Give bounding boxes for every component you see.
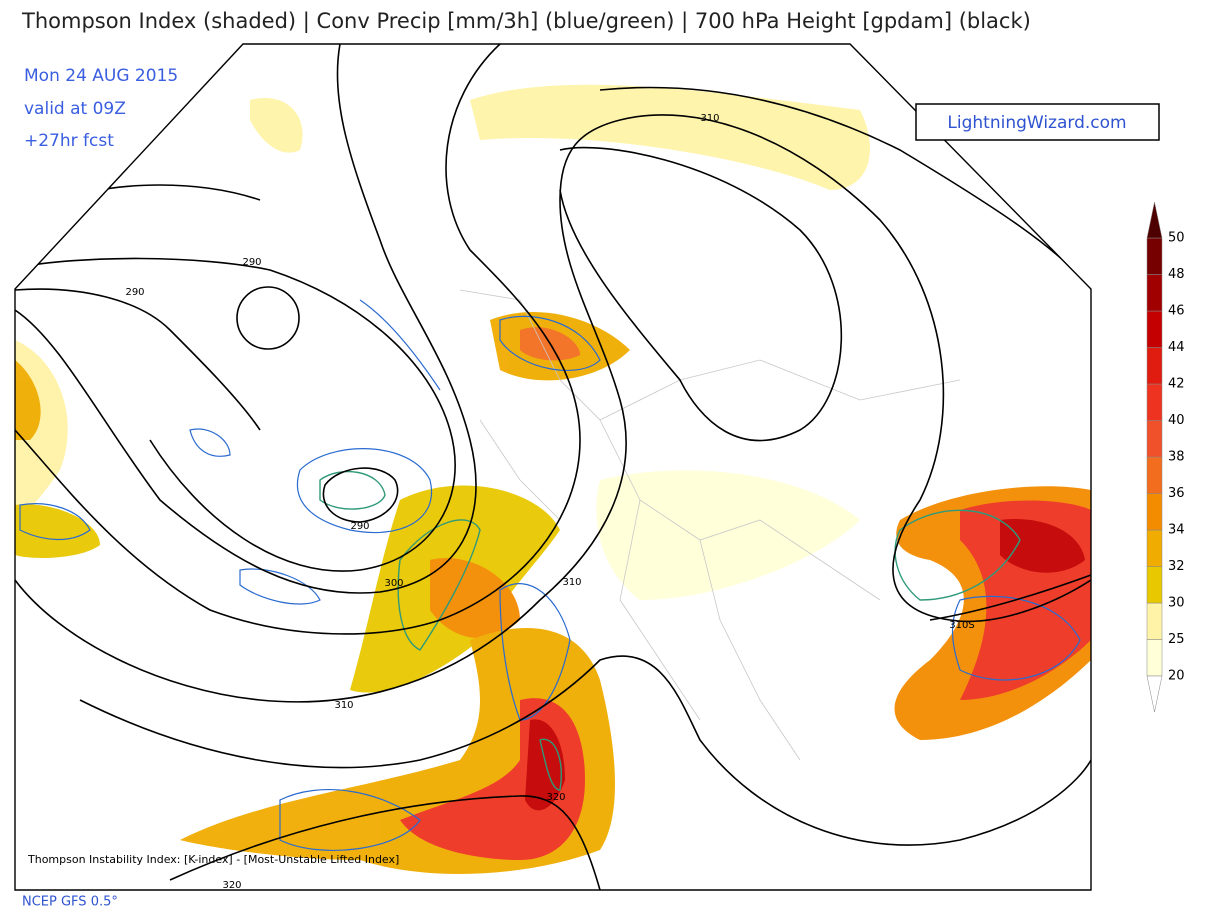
colorbar-tick-label: 34 (1168, 523, 1185, 538)
contour-label: 290 (125, 287, 144, 298)
contour-label: 290 (350, 521, 369, 532)
run-info: Mon 24 AUG 2015 valid at 09Z +27hr fcst (24, 66, 178, 151)
contour-label: 310 (562, 577, 581, 588)
color-band (1146, 566, 1163, 604)
colorbar-tick-label: 40 (1168, 413, 1185, 428)
colorbar-tick-label: 30 (1168, 596, 1185, 611)
colorbar-tick-label: 38 (1168, 450, 1185, 465)
valid-time: valid at 09Z (24, 99, 126, 119)
colorbar-tick-label: 20 (1168, 669, 1185, 684)
colorbar-tick-label: 44 (1168, 340, 1185, 355)
contour-label: 290 (242, 257, 261, 268)
colorbar-tick-label: 36 (1168, 486, 1185, 501)
color-band (1146, 310, 1163, 348)
color-band (1146, 602, 1163, 640)
color-band (1146, 639, 1163, 677)
run-date: Mon 24 AUG 2015 (24, 66, 178, 86)
color-band (1146, 347, 1163, 385)
color-band (1146, 456, 1163, 494)
brand: LightningWizard.com (947, 113, 1126, 133)
colorbar: 20 25 30 32 34 36 38 40 42 44 46 48 50 (1146, 201, 1185, 713)
colorbar-top (1146, 201, 1163, 239)
contour-label: 310 (700, 113, 719, 124)
colorbar-tick-label: 46 (1168, 304, 1185, 319)
contour-label: 320 (546, 792, 565, 803)
color-band (1146, 529, 1163, 567)
color-band (1146, 383, 1163, 421)
map-frame (14, 43, 1092, 891)
brand-box (915, 103, 1160, 141)
colorbar-tick-label: 50 (1168, 231, 1185, 246)
index-legend: Thompson Instability Index: [K-index] - … (27, 853, 399, 866)
contour-label: 320 (222, 880, 241, 891)
color-band (1146, 493, 1163, 531)
colorbar-tick-label: 25 (1168, 632, 1185, 647)
source: NCEP GFS 0.5° (22, 895, 118, 910)
color-band (1146, 237, 1163, 275)
colorbar-tick-label: 42 (1168, 377, 1185, 392)
contour-label: 310 (334, 700, 353, 711)
contour-label: 310S (949, 620, 974, 631)
contour-label: 300 (384, 578, 403, 589)
forecast-hour: +27hr fcst (24, 131, 114, 151)
color-band (1146, 420, 1163, 458)
colorbar-tick-label: 32 (1168, 559, 1185, 574)
map-title: Thompson Index (shaded) | Conv Precip [m… (21, 9, 1031, 34)
colorbar-tick-label: 48 (1168, 267, 1185, 282)
color-band (1146, 274, 1163, 312)
colorbar-bottom (1146, 675, 1163, 713)
